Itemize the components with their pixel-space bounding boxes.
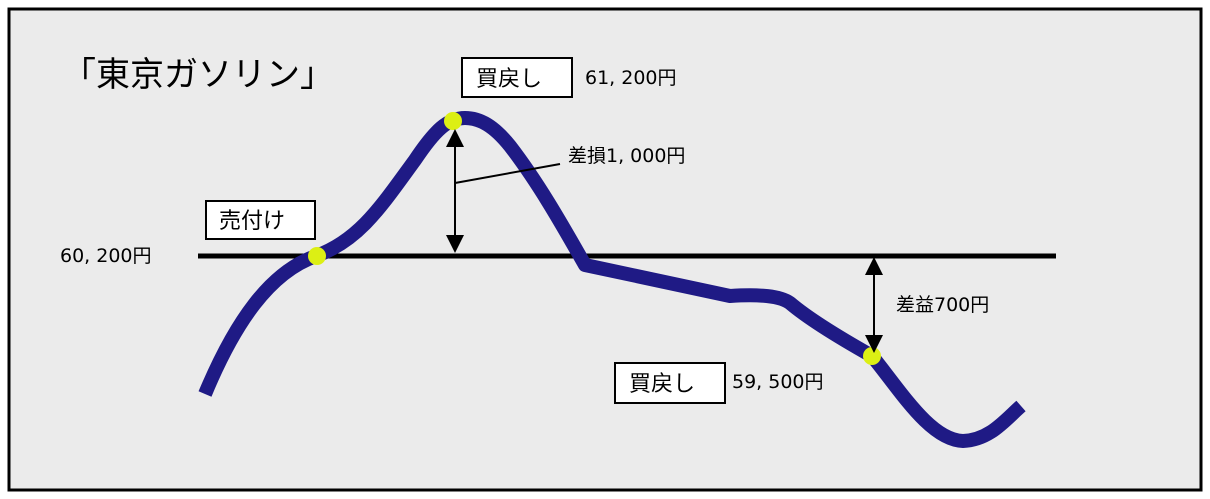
sell-price-label: 60, 200円: [60, 245, 152, 267]
buyback-low-label: 買戻し: [629, 372, 695, 397]
profit-label: 差益700円: [896, 294, 989, 316]
sell-callout: 売付け: [206, 201, 315, 239]
buyback-low-marker: [863, 347, 881, 365]
sell-point-marker: [308, 247, 326, 265]
buyback-high-marker: [444, 112, 462, 130]
buyback-low-price: 59, 500円: [732, 371, 824, 393]
sell-label: 売付け: [219, 209, 285, 234]
buyback-high-price: 61, 200円: [585, 67, 677, 89]
buyback-high-label: 買戻し: [476, 67, 542, 92]
diagram-title: 「東京ガソリン」: [62, 55, 334, 95]
loss-label: 差損1, 000円: [568, 145, 685, 167]
